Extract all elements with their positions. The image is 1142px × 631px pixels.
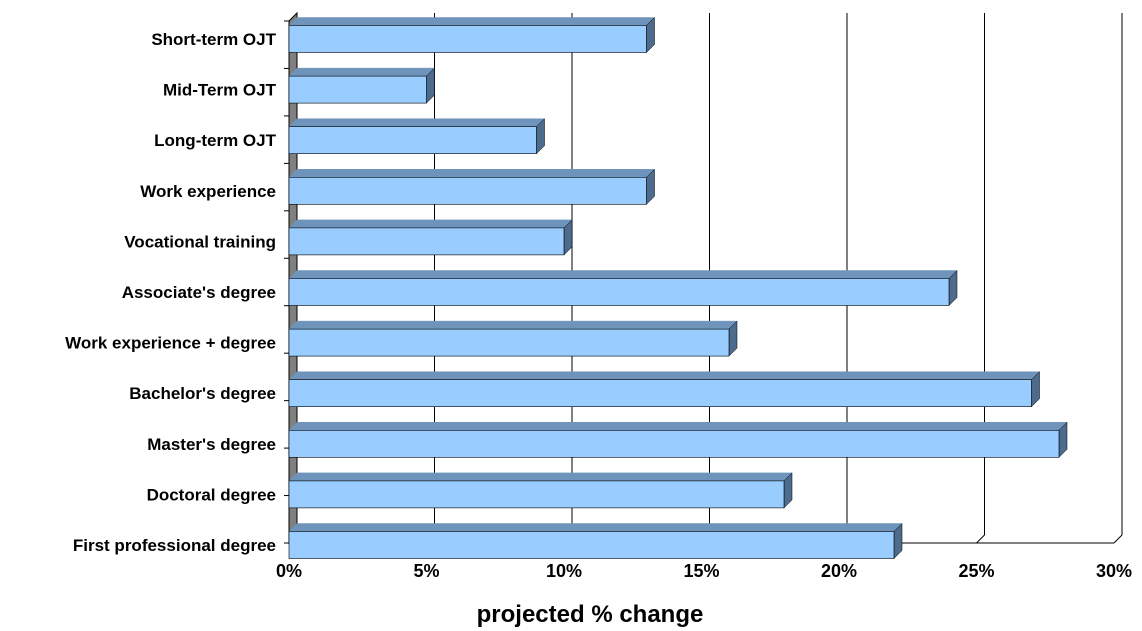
x-tick-label: 20%	[821, 561, 857, 581]
category-label: Vocational training	[124, 232, 276, 251]
bar	[288, 421, 1068, 458]
floor-tick	[976, 534, 985, 544]
bar-top-face	[288, 219, 573, 229]
bar	[288, 118, 546, 155]
bar-top-face	[288, 118, 546, 127]
x-tick-label: 10%	[546, 561, 582, 581]
x-tick-label: 15%	[683, 561, 719, 581]
x-axis-title: projected % change	[477, 601, 704, 628]
bar	[288, 522, 903, 560]
category-label: Work experience + degree	[65, 334, 276, 353]
category-label: Bachelor's degree	[129, 384, 276, 403]
bar	[288, 67, 436, 104]
bar-front-face	[288, 429, 1060, 458]
category-label: First professional degree	[73, 536, 276, 555]
bar-top-face	[288, 523, 903, 532]
bars	[288, 16, 1068, 560]
category-label: Master's degree	[147, 435, 276, 454]
bar	[288, 168, 656, 205]
bar	[288, 269, 958, 307]
bar-top-face	[288, 422, 1068, 431]
x-tick-label: 25%	[958, 561, 994, 581]
bar-front-face	[288, 177, 647, 205]
x-tick-label: 30%	[1096, 561, 1132, 581]
bar-front-face	[288, 379, 1032, 408]
bar-front-face	[288, 328, 730, 357]
bar-front-face	[288, 278, 950, 306]
bar-front-face	[288, 25, 647, 53]
bar-top-face	[288, 17, 656, 26]
bar-top-face	[288, 472, 793, 482]
category-label: Associate's degree	[122, 283, 276, 302]
bar-front-face	[288, 227, 565, 256]
bar-top-face	[288, 270, 958, 279]
category-label: Short-term OJT	[151, 30, 276, 49]
bar-front-face	[288, 75, 427, 104]
bar-front-face	[288, 531, 895, 559]
bar-top-face	[288, 169, 656, 178]
bar-front-face	[288, 480, 785, 509]
bar-front-face	[288, 126, 537, 154]
bar	[288, 472, 793, 509]
category-label: Long-term OJT	[154, 131, 276, 150]
bar-top-face	[288, 320, 738, 330]
bar-top-face	[288, 371, 1041, 380]
category-label: Mid-Term OJT	[163, 81, 277, 100]
category-labels: Short-term OJT Mid-Term OJT Long-term OJT W…	[65, 30, 276, 555]
floor-tick	[1113, 534, 1123, 544]
tick-labels: 0% 5% 10% 15% 20% 25% 30%	[276, 561, 1132, 581]
bar	[288, 219, 573, 256]
category-label: Doctoral degree	[147, 485, 276, 504]
category-label: Work experience	[140, 182, 276, 201]
bar	[288, 320, 738, 357]
bar	[288, 371, 1041, 408]
x-tick-label: 5%	[413, 561, 439, 581]
bar	[288, 16, 656, 54]
bar-top-face	[288, 67, 436, 77]
x-tick-label: 0%	[276, 561, 302, 581]
